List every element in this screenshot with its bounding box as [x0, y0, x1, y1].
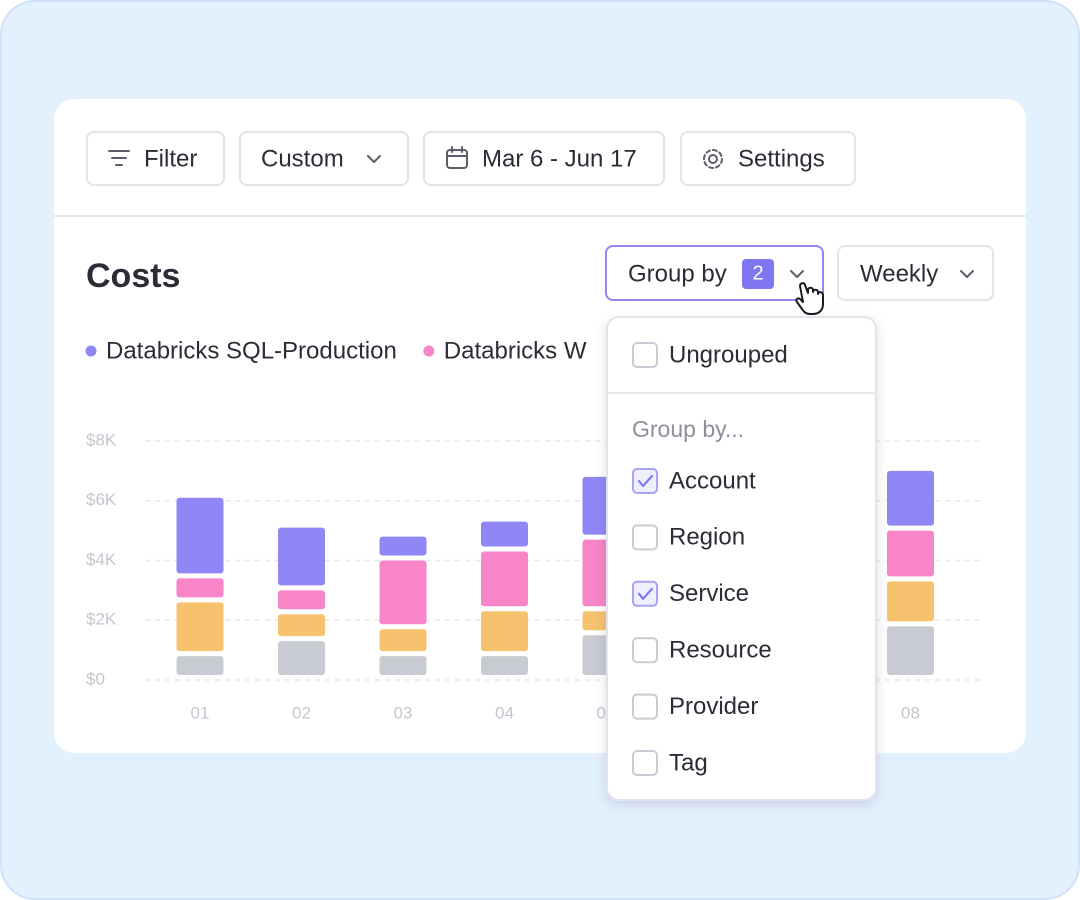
- y-tick-label: $6K: [86, 490, 117, 509]
- calendar-icon-detail: [446, 146, 468, 157]
- option-label: Service: [669, 580, 749, 607]
- bar-segment: [176, 578, 224, 598]
- x-tick-label: 03: [394, 703, 413, 722]
- y-tick-label: $0: [86, 669, 105, 688]
- bar-segment: [379, 536, 427, 556]
- checkbox: [632, 637, 658, 664]
- bar-segment: [176, 656, 224, 675]
- checkbox: [632, 750, 658, 776]
- bar-segment: [481, 656, 528, 675]
- x-tick-label: 08: [901, 703, 920, 722]
- x-tick-label: 02: [292, 703, 311, 722]
- option-label: Ungrouped: [669, 341, 788, 368]
- legend-label: Databricks SQL-Production: [106, 337, 397, 364]
- date-range-label: Mar 6 - Jun 17: [482, 145, 637, 172]
- bar-segment: [278, 590, 325, 610]
- range-preset-label: Custom: [261, 145, 344, 172]
- checkbox: [632, 468, 658, 494]
- chevron: [367, 155, 381, 163]
- x-tick-label: 01: [191, 703, 210, 722]
- bar-segment: [379, 560, 427, 625]
- option-label: Tag: [669, 749, 708, 776]
- group-by-count: 2: [752, 262, 763, 284]
- calendar-icon: [446, 149, 468, 169]
- bar-segment: [278, 641, 325, 675]
- bar-segment: [481, 551, 528, 607]
- bar-segment: [887, 530, 934, 577]
- bar-segment: [278, 614, 325, 637]
- checkmark: [637, 587, 654, 600]
- checkbox: [632, 524, 658, 551]
- option-label: Account: [669, 467, 756, 494]
- bar-segment: [176, 602, 224, 652]
- group-by-label: Group by: [628, 260, 727, 287]
- settings-label: Settings: [738, 145, 825, 172]
- y-tick-label: $2K: [86, 610, 117, 629]
- legend-label: Databricks W: [444, 337, 587, 364]
- bar-segment: [176, 497, 224, 574]
- bar-segment: [887, 626, 934, 675]
- gear-icon: [708, 154, 718, 164]
- bar-segment: [887, 470, 934, 526]
- date-range-button[interactable]: [423, 131, 665, 186]
- legend-dot: [85, 345, 97, 357]
- filter-label: Filter: [144, 145, 197, 172]
- legend-dot: [423, 345, 435, 357]
- checkbox: [632, 342, 658, 368]
- interval-button[interactable]: [837, 245, 994, 301]
- x-tick-label: 04: [495, 703, 514, 722]
- dropdown-menu: Group by... Ungrouped Account Region Servic…: [606, 316, 877, 801]
- option-label: Resource: [669, 637, 772, 664]
- dropdown-heading: Group by...: [632, 416, 744, 442]
- dropdown-panel: [606, 316, 877, 801]
- section-title: Costs: [86, 257, 180, 295]
- y-tick-label: $8K: [86, 430, 117, 449]
- bar-segment: [887, 581, 934, 622]
- checkbox: [632, 693, 658, 720]
- bar-segment: [379, 629, 427, 652]
- hand-cursor: [795, 282, 824, 315]
- group-by-badge: [742, 259, 774, 289]
- checkmark: [637, 474, 654, 488]
- bar-segment: [379, 656, 427, 675]
- chevron: [960, 270, 974, 278]
- card: [54, 99, 1026, 753]
- filter-button[interactable]: [86, 131, 225, 186]
- chevron: [790, 270, 804, 278]
- bar-segment: [278, 527, 325, 586]
- y-tick-label: $4K: [86, 550, 117, 569]
- gear-icon-teeth: [703, 149, 723, 169]
- interval-label: Weekly: [860, 260, 938, 287]
- option-label: Provider: [669, 693, 758, 720]
- bar-segment: [481, 521, 528, 547]
- option-label: Region: [669, 524, 745, 551]
- range-preset-button[interactable]: [239, 131, 409, 186]
- filter-icon: [108, 150, 130, 166]
- checkbox: [632, 580, 658, 607]
- settings-button[interactable]: [680, 131, 856, 186]
- bar-segment: [481, 611, 528, 652]
